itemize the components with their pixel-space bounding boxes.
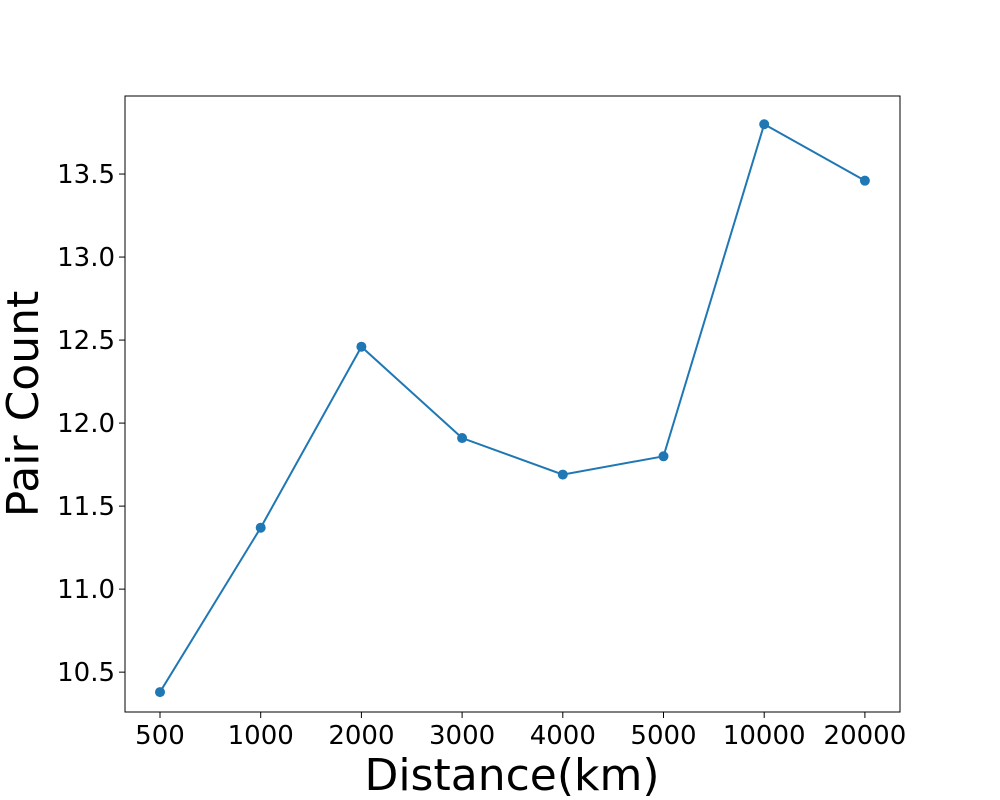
y-tick-label: 11.5	[57, 492, 115, 522]
data-point	[658, 451, 669, 462]
data-point	[859, 175, 870, 186]
y-axis-title: Pair Count	[0, 291, 49, 518]
y-tick-label: 12.0	[57, 409, 115, 439]
x-tick-label: 3000	[429, 721, 495, 751]
y-tick-label: 13.0	[57, 243, 115, 273]
plot-frame	[124, 95, 901, 713]
data-point	[457, 433, 468, 444]
data-point	[356, 341, 367, 352]
series-line	[159, 122, 866, 693]
x-tick-label: 10000	[723, 721, 806, 751]
data-points	[155, 119, 870, 698]
data-point	[155, 687, 165, 698]
x-tick-label: 20000	[824, 721, 907, 751]
y-tick-label: 12.5	[57, 326, 115, 356]
x-tick-label: 500	[135, 721, 185, 751]
x-tick-label: 1000	[228, 721, 294, 751]
y-tick-label: 11.0	[57, 575, 115, 605]
y-tick-label: 13.5	[57, 160, 115, 190]
x-axis: 500 1000 2000 3000 4000 5000 10000 20000	[135, 712, 906, 751]
data-point	[557, 469, 568, 480]
data-point	[759, 119, 770, 130]
x-axis-title: Distance(km)	[364, 750, 659, 800]
y-axis: 10.5 11.0 11.5 12.0 12.5 13.0 13.5	[57, 160, 125, 688]
x-tick-label: 2000	[328, 721, 394, 751]
data-point	[255, 522, 266, 533]
y-tick-label: 10.5	[57, 658, 115, 688]
x-tick-label: 5000	[630, 721, 696, 751]
x-tick-label: 4000	[530, 721, 596, 751]
